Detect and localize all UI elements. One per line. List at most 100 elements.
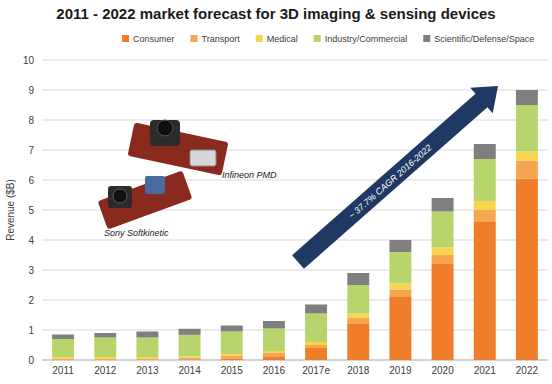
bar-segment (389, 290, 411, 298)
bar-segment (432, 212, 454, 248)
bar-segment (305, 342, 327, 345)
device-photos (98, 120, 229, 229)
device-chip (190, 150, 216, 166)
legend-swatch (423, 35, 430, 42)
bar-segment (221, 332, 243, 355)
bar-segment (516, 152, 538, 161)
bar-segment (136, 357, 158, 359)
bar-segment (389, 240, 411, 252)
grid-line (42, 150, 548, 151)
y-tick-label: 2 (28, 295, 34, 306)
legend-label: Transport (202, 34, 241, 44)
bar-segment (389, 252, 411, 284)
bar-segment (263, 351, 285, 353)
device-lens-housing (150, 120, 180, 146)
x-tick-label: 2020 (431, 365, 454, 376)
bar-segment (305, 348, 327, 360)
bar-segment (52, 360, 74, 361)
bar-segment (94, 357, 116, 359)
chart: 2011 - 2022 market forecast for 3D imagi… (0, 0, 552, 384)
bar-segment (516, 105, 538, 152)
y-tick-label: 10 (23, 55, 35, 66)
annotation: Infineon PMD (222, 170, 277, 180)
bar-segment (347, 273, 369, 285)
x-tick-label: 2014 (178, 365, 201, 376)
x-tick-label: 2013 (136, 365, 159, 376)
bar-segment (52, 357, 74, 359)
grid-line (42, 180, 548, 181)
x-tick-label: 2017e (302, 365, 330, 376)
y-tick-label: 6 (28, 175, 34, 186)
bar-segment (432, 255, 454, 264)
legend-label: Industry/Commercial (325, 34, 408, 44)
bar-segment (305, 305, 327, 314)
annotation: Sony Softkinetic (104, 228, 169, 238)
bar-segment (221, 359, 243, 361)
legend-label: Consumer (133, 34, 175, 44)
legend-swatch (256, 35, 263, 42)
bar-segment (179, 358, 201, 360)
bar-segment (221, 356, 243, 359)
y-tick-label: 0 (28, 355, 34, 366)
bar-segment (263, 353, 285, 358)
bar-segment (305, 314, 327, 343)
annotation: ~ 37.7% CAGR 2016-2022 (346, 142, 433, 220)
legend: Consumer Transport Medical Industry/Commerc… (122, 34, 534, 44)
legend-label: Medical (267, 34, 298, 44)
y-tick-label: 9 (28, 85, 34, 96)
legend-swatch (122, 35, 129, 42)
bar-segment (516, 90, 538, 105)
bar-segment (474, 210, 496, 222)
x-tick-label: 2022 (516, 365, 539, 376)
grid-line (42, 330, 548, 331)
bar-segment (474, 144, 496, 159)
bar-segment (263, 329, 285, 352)
bar-segment (179, 359, 201, 360)
x-tick-label: 2019 (389, 365, 412, 376)
bar-segment (263, 321, 285, 329)
legend-swatch (191, 35, 198, 42)
bar-segment (136, 360, 158, 361)
y-tick-label: 4 (28, 235, 34, 246)
bar-segment (94, 360, 116, 361)
legend-swatch (314, 35, 321, 42)
bar-segment (94, 333, 116, 338)
legend-label: Scientific/Defense/Space (434, 34, 534, 44)
y-axis-label: Revenue ($B) (5, 179, 16, 241)
bar-segment (179, 329, 201, 335)
bar-segment (52, 359, 74, 361)
device-board (98, 171, 193, 230)
bar-segment (347, 285, 369, 314)
x-tick-label: 2015 (221, 365, 244, 376)
bar-segment (263, 357, 285, 360)
y-tick-label: 5 (28, 205, 34, 216)
grid-line (42, 240, 548, 241)
bar-segment (389, 297, 411, 360)
bar-segment (347, 314, 369, 319)
bar-segment (474, 222, 496, 360)
bar-segment (432, 264, 454, 360)
grid-line (42, 60, 548, 61)
bar-segment (389, 284, 411, 290)
grid (42, 60, 548, 360)
device-lens (113, 189, 127, 203)
bar-segment (136, 332, 158, 338)
x-tick-label: 2016 (263, 365, 286, 376)
bar-segment (221, 354, 243, 356)
grid-line (42, 300, 548, 301)
bar-segment (136, 338, 158, 358)
bar-segment (432, 198, 454, 212)
bar-segment (52, 339, 74, 357)
bar-segment (94, 338, 116, 358)
y-tick-label: 8 (28, 115, 34, 126)
grid-line (42, 360, 548, 361)
bar-segment (305, 345, 327, 348)
bar-segment (179, 356, 201, 358)
x-tick-label: 2021 (474, 365, 497, 376)
x-tick-label: 2012 (94, 365, 117, 376)
bar-segment (516, 179, 538, 361)
y-tick-label: 3 (28, 265, 34, 276)
bar-segment (347, 324, 369, 360)
bar-segment (136, 359, 158, 361)
bar-segment (94, 359, 116, 361)
